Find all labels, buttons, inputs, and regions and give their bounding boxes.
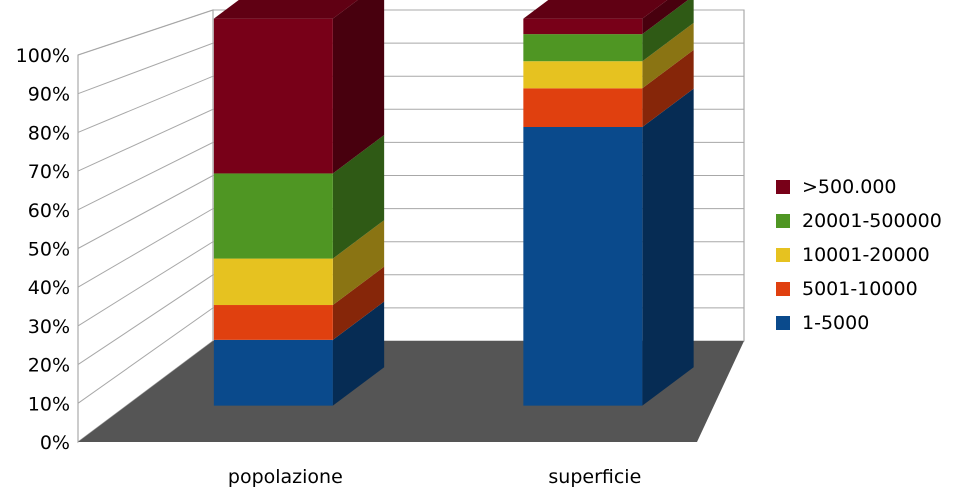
bar-segment xyxy=(213,301,385,406)
y-tick-label: 70% xyxy=(28,161,70,183)
legend-label: 1-5000 xyxy=(802,312,870,334)
y-tick-label: 20% xyxy=(28,355,70,377)
bar-front-face xyxy=(213,339,333,406)
y-tick-label: 40% xyxy=(28,277,70,299)
bar-front-face xyxy=(523,34,643,62)
legend-item: >500.000 xyxy=(776,170,942,204)
bar-segment xyxy=(523,49,694,127)
legend-swatch xyxy=(776,248,790,262)
x-axis-ticks: popolazione superficie xyxy=(228,466,641,488)
y-tick-label: 50% xyxy=(28,239,70,261)
legend-item: 5001-10000 xyxy=(776,272,942,306)
bar-front-face xyxy=(523,88,643,127)
legend-item: 10001-20000 xyxy=(776,238,942,272)
y-tick-label: 100% xyxy=(16,45,70,67)
bar-side-face xyxy=(332,0,385,174)
legend-item: 20001-500000 xyxy=(776,204,942,238)
legend-swatch xyxy=(776,214,790,228)
bar-segment xyxy=(523,22,694,89)
y-tick-label: 0% xyxy=(40,432,70,454)
bar-side-face xyxy=(332,220,385,306)
bar-side-face xyxy=(332,266,385,340)
bar-segment xyxy=(523,0,688,35)
x-tick-label: popolazione xyxy=(228,466,343,488)
bar-front-face xyxy=(523,61,643,89)
bar-segment xyxy=(213,220,385,306)
legend-label: >500.000 xyxy=(802,176,897,198)
legend-swatch xyxy=(776,316,790,330)
bar-segment xyxy=(213,0,385,174)
bars xyxy=(213,0,694,406)
bar-segment xyxy=(213,135,385,259)
x-tick-label: superficie xyxy=(548,466,641,488)
legend-swatch xyxy=(776,180,790,194)
y-axis-ticks: 0% 10% 20% 30% 40% 50% 60% 70% 80% 90% 100% xyxy=(16,45,70,454)
bar-front-face xyxy=(213,18,333,174)
bar-segment xyxy=(213,266,385,340)
bar-top-face xyxy=(213,0,358,19)
legend-label: 5001-10000 xyxy=(802,278,918,300)
y-tick-label: 10% xyxy=(28,393,70,415)
legend: >500.000 20001-500000 10001-20000 5001-1000… xyxy=(776,170,942,340)
bar-top-face xyxy=(523,0,668,19)
bar-front-face xyxy=(213,173,333,259)
y-tick-label: 60% xyxy=(28,200,70,222)
bar-side-face xyxy=(642,49,694,127)
bar-front-face xyxy=(213,258,333,306)
bar-segment xyxy=(523,88,694,406)
bar-side-face xyxy=(332,301,385,406)
legend-swatch xyxy=(776,282,790,296)
bar-front-face xyxy=(213,305,333,340)
bar-segment xyxy=(523,0,694,62)
bar-side-face xyxy=(332,135,385,259)
bar-front-face xyxy=(523,127,643,406)
y-tick-label: 80% xyxy=(28,122,70,144)
bar-side-face xyxy=(642,88,694,406)
bar-side-face xyxy=(642,0,694,62)
bar-side-face xyxy=(642,22,694,89)
legend-label: 10001-20000 xyxy=(802,244,930,266)
y-tick-label: 30% xyxy=(28,316,70,338)
legend-label: 20001-500000 xyxy=(802,210,942,232)
y-tick-label: 90% xyxy=(28,84,70,106)
bar-front-face xyxy=(523,18,643,35)
legend-item: 1-5000 xyxy=(776,306,942,340)
bar-side-face xyxy=(642,0,688,35)
